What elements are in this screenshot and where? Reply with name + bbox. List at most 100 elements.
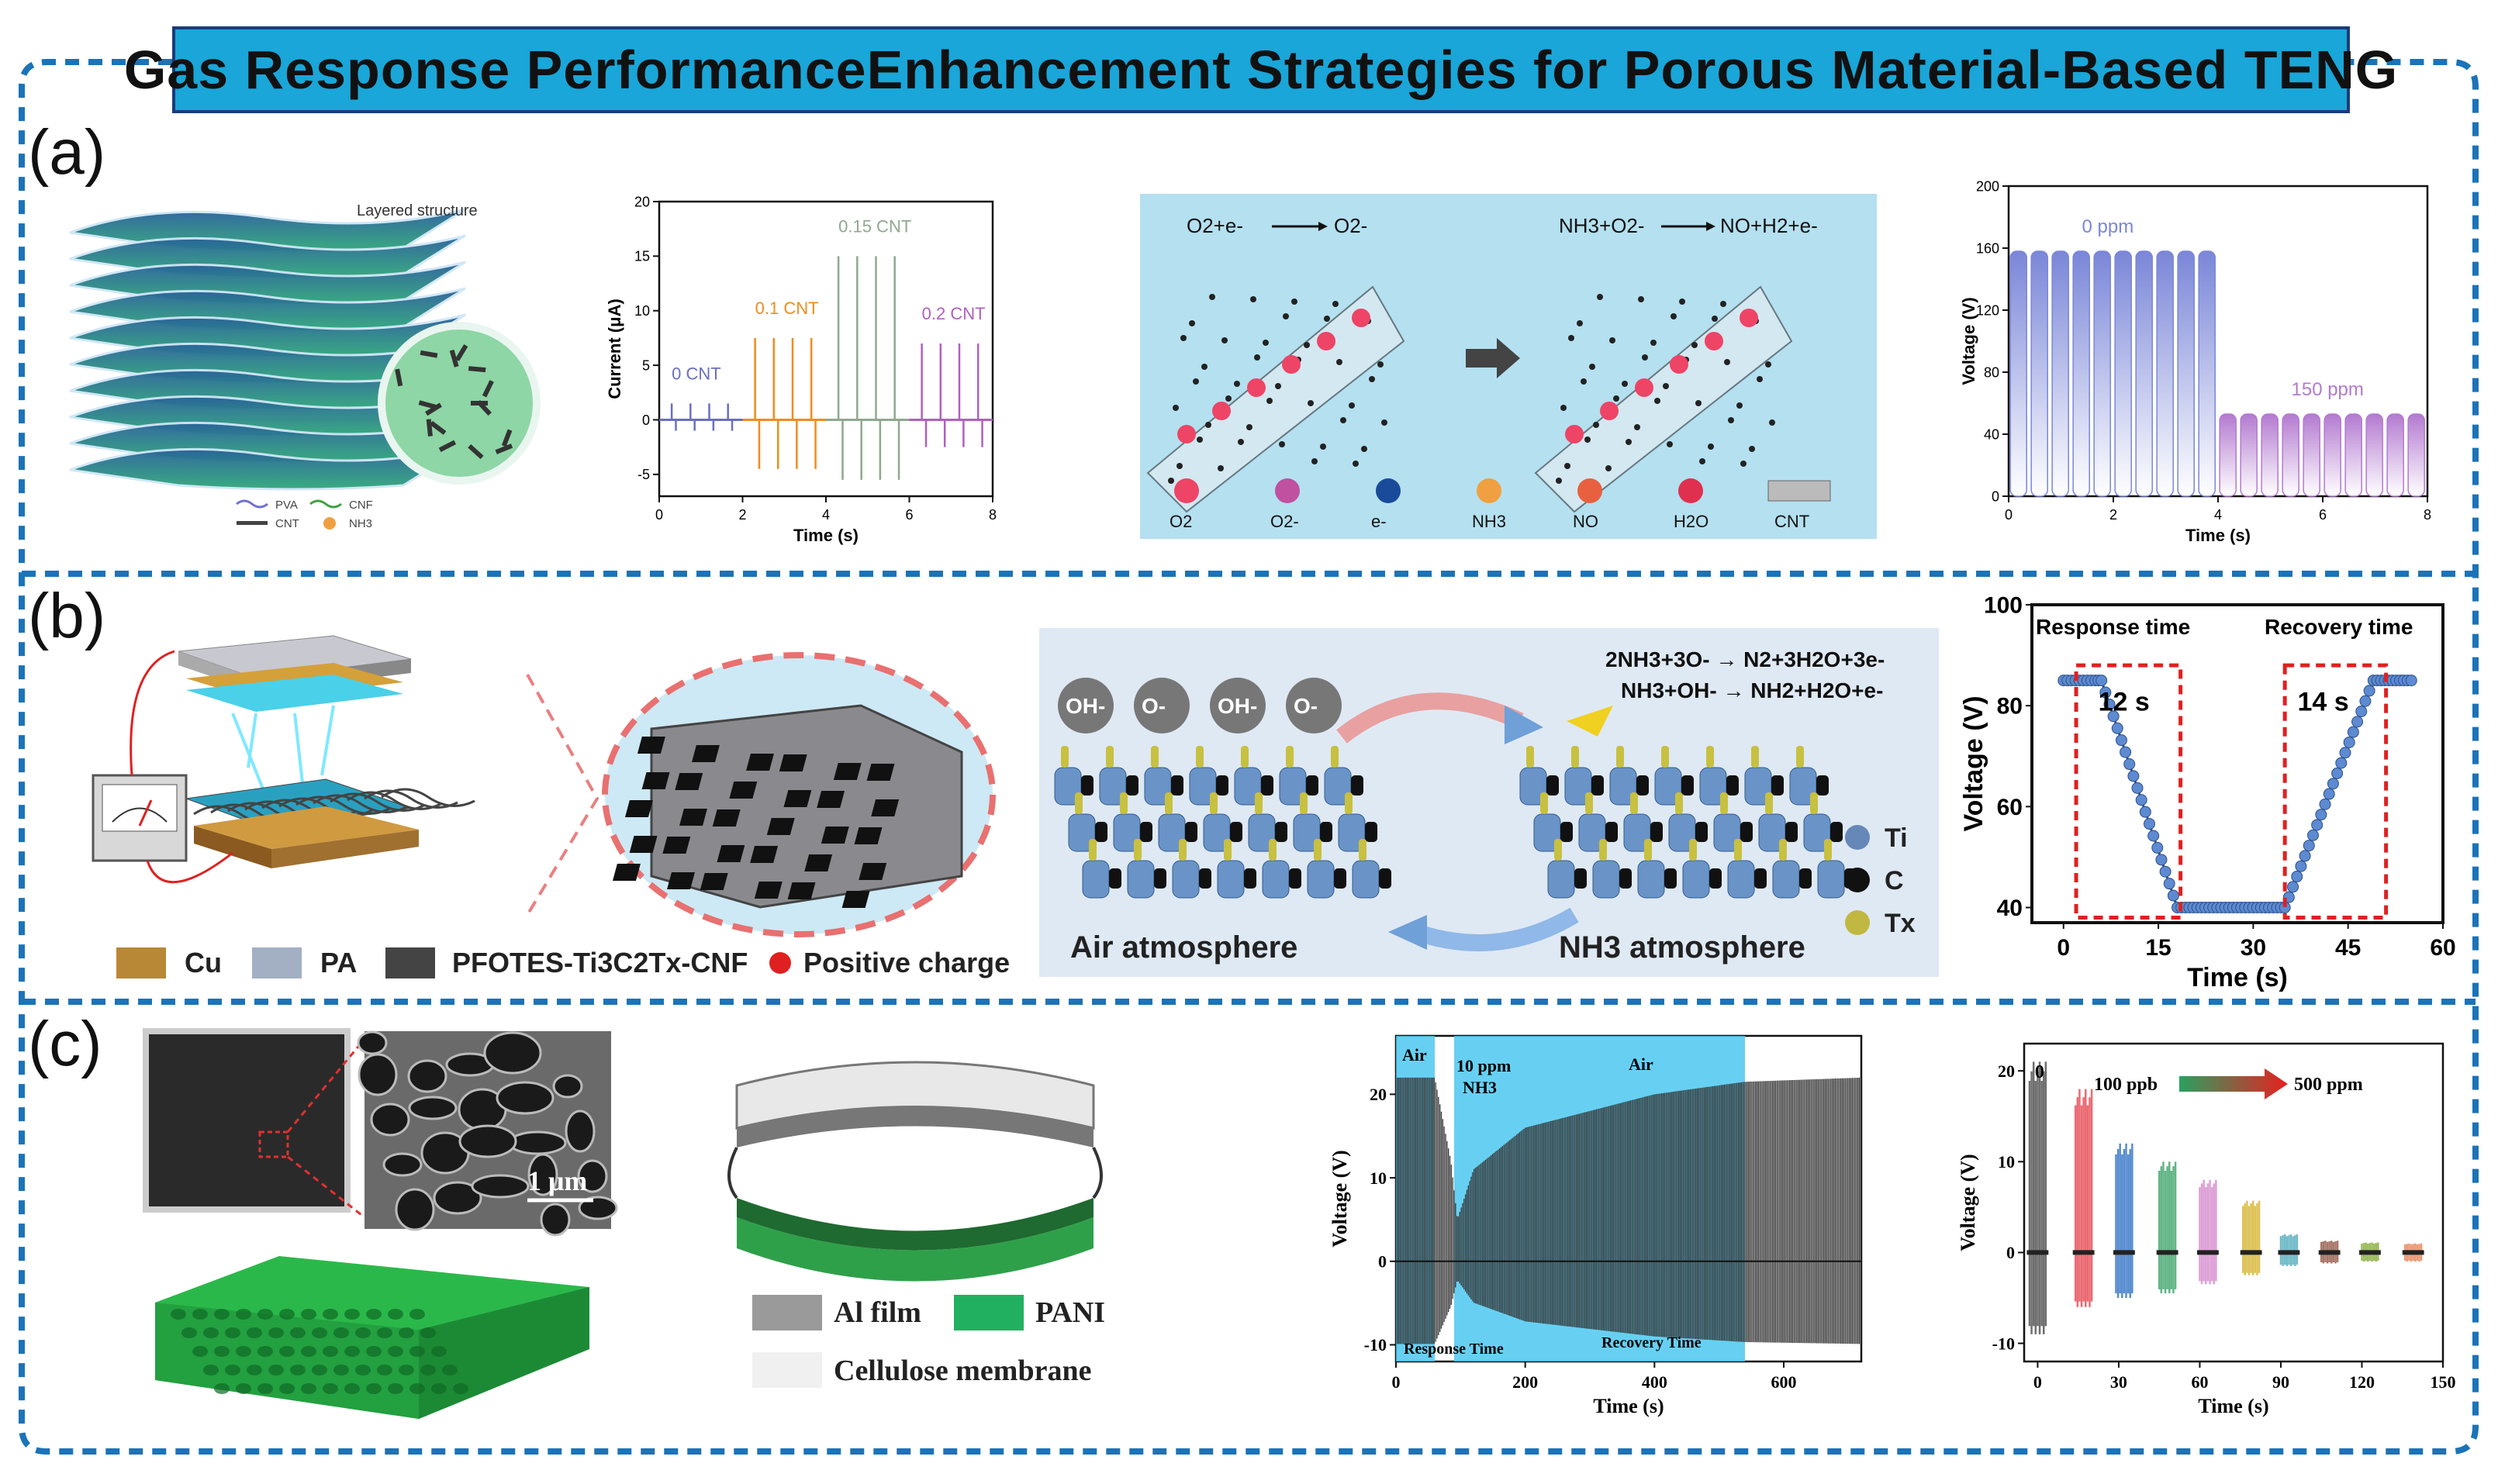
y-tick-label: -5 bbox=[637, 467, 650, 482]
voltage-point bbox=[2315, 809, 2327, 821]
voltage-point bbox=[2327, 778, 2339, 790]
annotation-zero: 0 bbox=[2035, 1062, 2044, 1082]
voltage-pulse bbox=[2093, 250, 2111, 497]
annotation-air-recovery: Air bbox=[1629, 1054, 1653, 1074]
y-tick-label: 10 bbox=[1998, 1152, 2015, 1172]
response-box bbox=[2074, 663, 2183, 920]
y-tick-label: 5 bbox=[642, 357, 650, 373]
annotation-response-time: Response Time bbox=[1404, 1341, 1504, 1358]
voltage-point bbox=[2405, 675, 2417, 687]
voltage-point bbox=[2115, 734, 2127, 747]
legend-swatch-icon bbox=[1174, 478, 1199, 503]
legend-cu: Cu bbox=[185, 947, 222, 978]
eq-b2: NH3+OH- → NH2+H2O+e- bbox=[1621, 678, 1883, 702]
voltage-point bbox=[2323, 788, 2335, 800]
x-tick-label: 0 bbox=[1392, 1372, 1401, 1392]
y-axis-label: Current (μA) bbox=[605, 299, 624, 399]
voltage-point bbox=[2163, 878, 2175, 890]
x-tick-label: 6 bbox=[905, 507, 913, 523]
voltage-pulse bbox=[2344, 413, 2362, 497]
y-tick-label: 20 bbox=[1370, 1085, 1387, 1104]
teng-device-illustration bbox=[92, 635, 475, 884]
x-tick-label: 0 bbox=[2005, 507, 2013, 523]
device-legend: Cu PA PFOTES-Ti3C2Tx-CNF Positive charge bbox=[116, 947, 1010, 978]
voltage-pulse bbox=[2135, 250, 2153, 497]
nh3-atmosphere-caption: NH3 atmosphere bbox=[1559, 930, 1805, 965]
voltage-point bbox=[2103, 698, 2116, 710]
x-tick-label: 60 bbox=[2191, 1372, 2208, 1392]
y-tick-label: -10 bbox=[1992, 1334, 2015, 1353]
legend-swatch-icon bbox=[1577, 478, 1602, 503]
voltage-point bbox=[2355, 706, 2368, 718]
lightning-icon bbox=[1567, 706, 1613, 737]
ion-label: OH- bbox=[1218, 694, 1257, 718]
annotation-response-time: Response time bbox=[2036, 615, 2190, 639]
ion-sphere bbox=[1058, 678, 1114, 733]
y-tick-label: 0 bbox=[2006, 1243, 2015, 1262]
voltage-pulse bbox=[2386, 413, 2404, 497]
mechanism-legend-label: NO bbox=[1573, 512, 1598, 531]
chart-voltage-concentration: 0 30 60 90 120 150 -10 0 10 20 Time (s) Voltage (V)… bbox=[1957, 1042, 2456, 1417]
legend-nh3: NH3 bbox=[349, 517, 372, 530]
voltage-point bbox=[2311, 819, 2324, 831]
voltage-point bbox=[2306, 829, 2319, 841]
pani-foam-illustration: 1 μm bbox=[143, 1028, 618, 1419]
x-axis-label: Time (s) bbox=[793, 526, 859, 545]
panel-label-b: (b) bbox=[28, 581, 106, 651]
y-axis-label: Voltage (V) bbox=[1959, 297, 1978, 385]
series-label: 0 ppm bbox=[2082, 216, 2134, 237]
recovery-box bbox=[2282, 663, 2389, 920]
voltage-point bbox=[2167, 889, 2179, 902]
voltage-point bbox=[2347, 726, 2359, 738]
annotation-14s: 14 s bbox=[2297, 688, 2348, 717]
mechanism-legend-label: CNT bbox=[1774, 512, 1809, 531]
eq2-rhs: NO+H2+e- bbox=[1720, 214, 1818, 237]
ion-sphere bbox=[1286, 678, 1342, 733]
voltage-point bbox=[2123, 758, 2136, 771]
x-tick-label: 4 bbox=[2214, 507, 2222, 523]
voltage-pulse bbox=[2009, 250, 2027, 497]
voltage-pulse bbox=[2156, 250, 2174, 497]
annotation-nh3: NH3 bbox=[1463, 1078, 1497, 1097]
legend-pa: PA bbox=[320, 947, 357, 978]
legend-cnf: CNF bbox=[349, 499, 373, 512]
ion-label: O- bbox=[1142, 694, 1166, 718]
y-tick-label: 10 bbox=[634, 303, 650, 319]
layered-structure-illustration: Layered structure PVA CNF CNT NH3 bbox=[69, 202, 541, 530]
y-axis-label: Voltage (V) bbox=[1957, 1154, 1979, 1251]
x-tick-label: 8 bbox=[2424, 507, 2431, 523]
voltage-point bbox=[2099, 686, 2112, 699]
voltage-pulse bbox=[2240, 413, 2258, 497]
ion-sphere bbox=[1210, 678, 1266, 733]
annotation-recovery-time: Recovery Time bbox=[1601, 1334, 1702, 1351]
mechanism-legend-label: O2 bbox=[1170, 512, 1192, 531]
voltage-pulse bbox=[2219, 413, 2237, 497]
voltage-pulse bbox=[2198, 250, 2216, 497]
voltage-pulse bbox=[2407, 413, 2425, 497]
annotation-100ppb: 100 ppb bbox=[2094, 1075, 2158, 1095]
x-tick-label: 2 bbox=[2109, 507, 2117, 523]
legend-ti: Ti bbox=[1885, 823, 1908, 853]
ion-sphere bbox=[1134, 678, 1190, 733]
voltage-point bbox=[2303, 840, 2315, 852]
ion-label: O- bbox=[1294, 694, 1318, 718]
layered-caption: Layered structure bbox=[357, 202, 478, 219]
y-tick-label: 20 bbox=[634, 194, 650, 209]
series-label: 0 CNT bbox=[672, 364, 721, 383]
legend-cellulose: Cellulose membrane bbox=[834, 1355, 1091, 1387]
cnt-mechanism-diagram: O2+e- O2- NH3+O2- NO+H2+e- O2 O2- e- NH3 NO H… bbox=[1140, 194, 1877, 539]
voltage-point bbox=[2335, 757, 2348, 769]
ion-label: OH- bbox=[1066, 694, 1105, 718]
x-tick-label: 150 bbox=[2431, 1372, 2456, 1392]
voltage-point bbox=[2139, 806, 2151, 818]
annotation-12s: 12 s bbox=[2099, 688, 2150, 717]
legend-cnt-tube-icon bbox=[1767, 480, 1831, 502]
voltage-point bbox=[2155, 854, 2168, 866]
x-tick-label: 6 bbox=[2319, 507, 2327, 523]
x-axis-label: Time (s) bbox=[2198, 1395, 2268, 1417]
x-tick-label: 15 bbox=[2145, 935, 2171, 961]
chart-current-vs-time: 0 2 4 6 8 -5 0 5 10 15 20 Time (s) Current (μA) 0 CNT… bbox=[605, 194, 997, 545]
concentration-arrow bbox=[2179, 1068, 2288, 1099]
voltage-point bbox=[2095, 675, 2108, 687]
voltage-pulse bbox=[2072, 250, 2090, 497]
